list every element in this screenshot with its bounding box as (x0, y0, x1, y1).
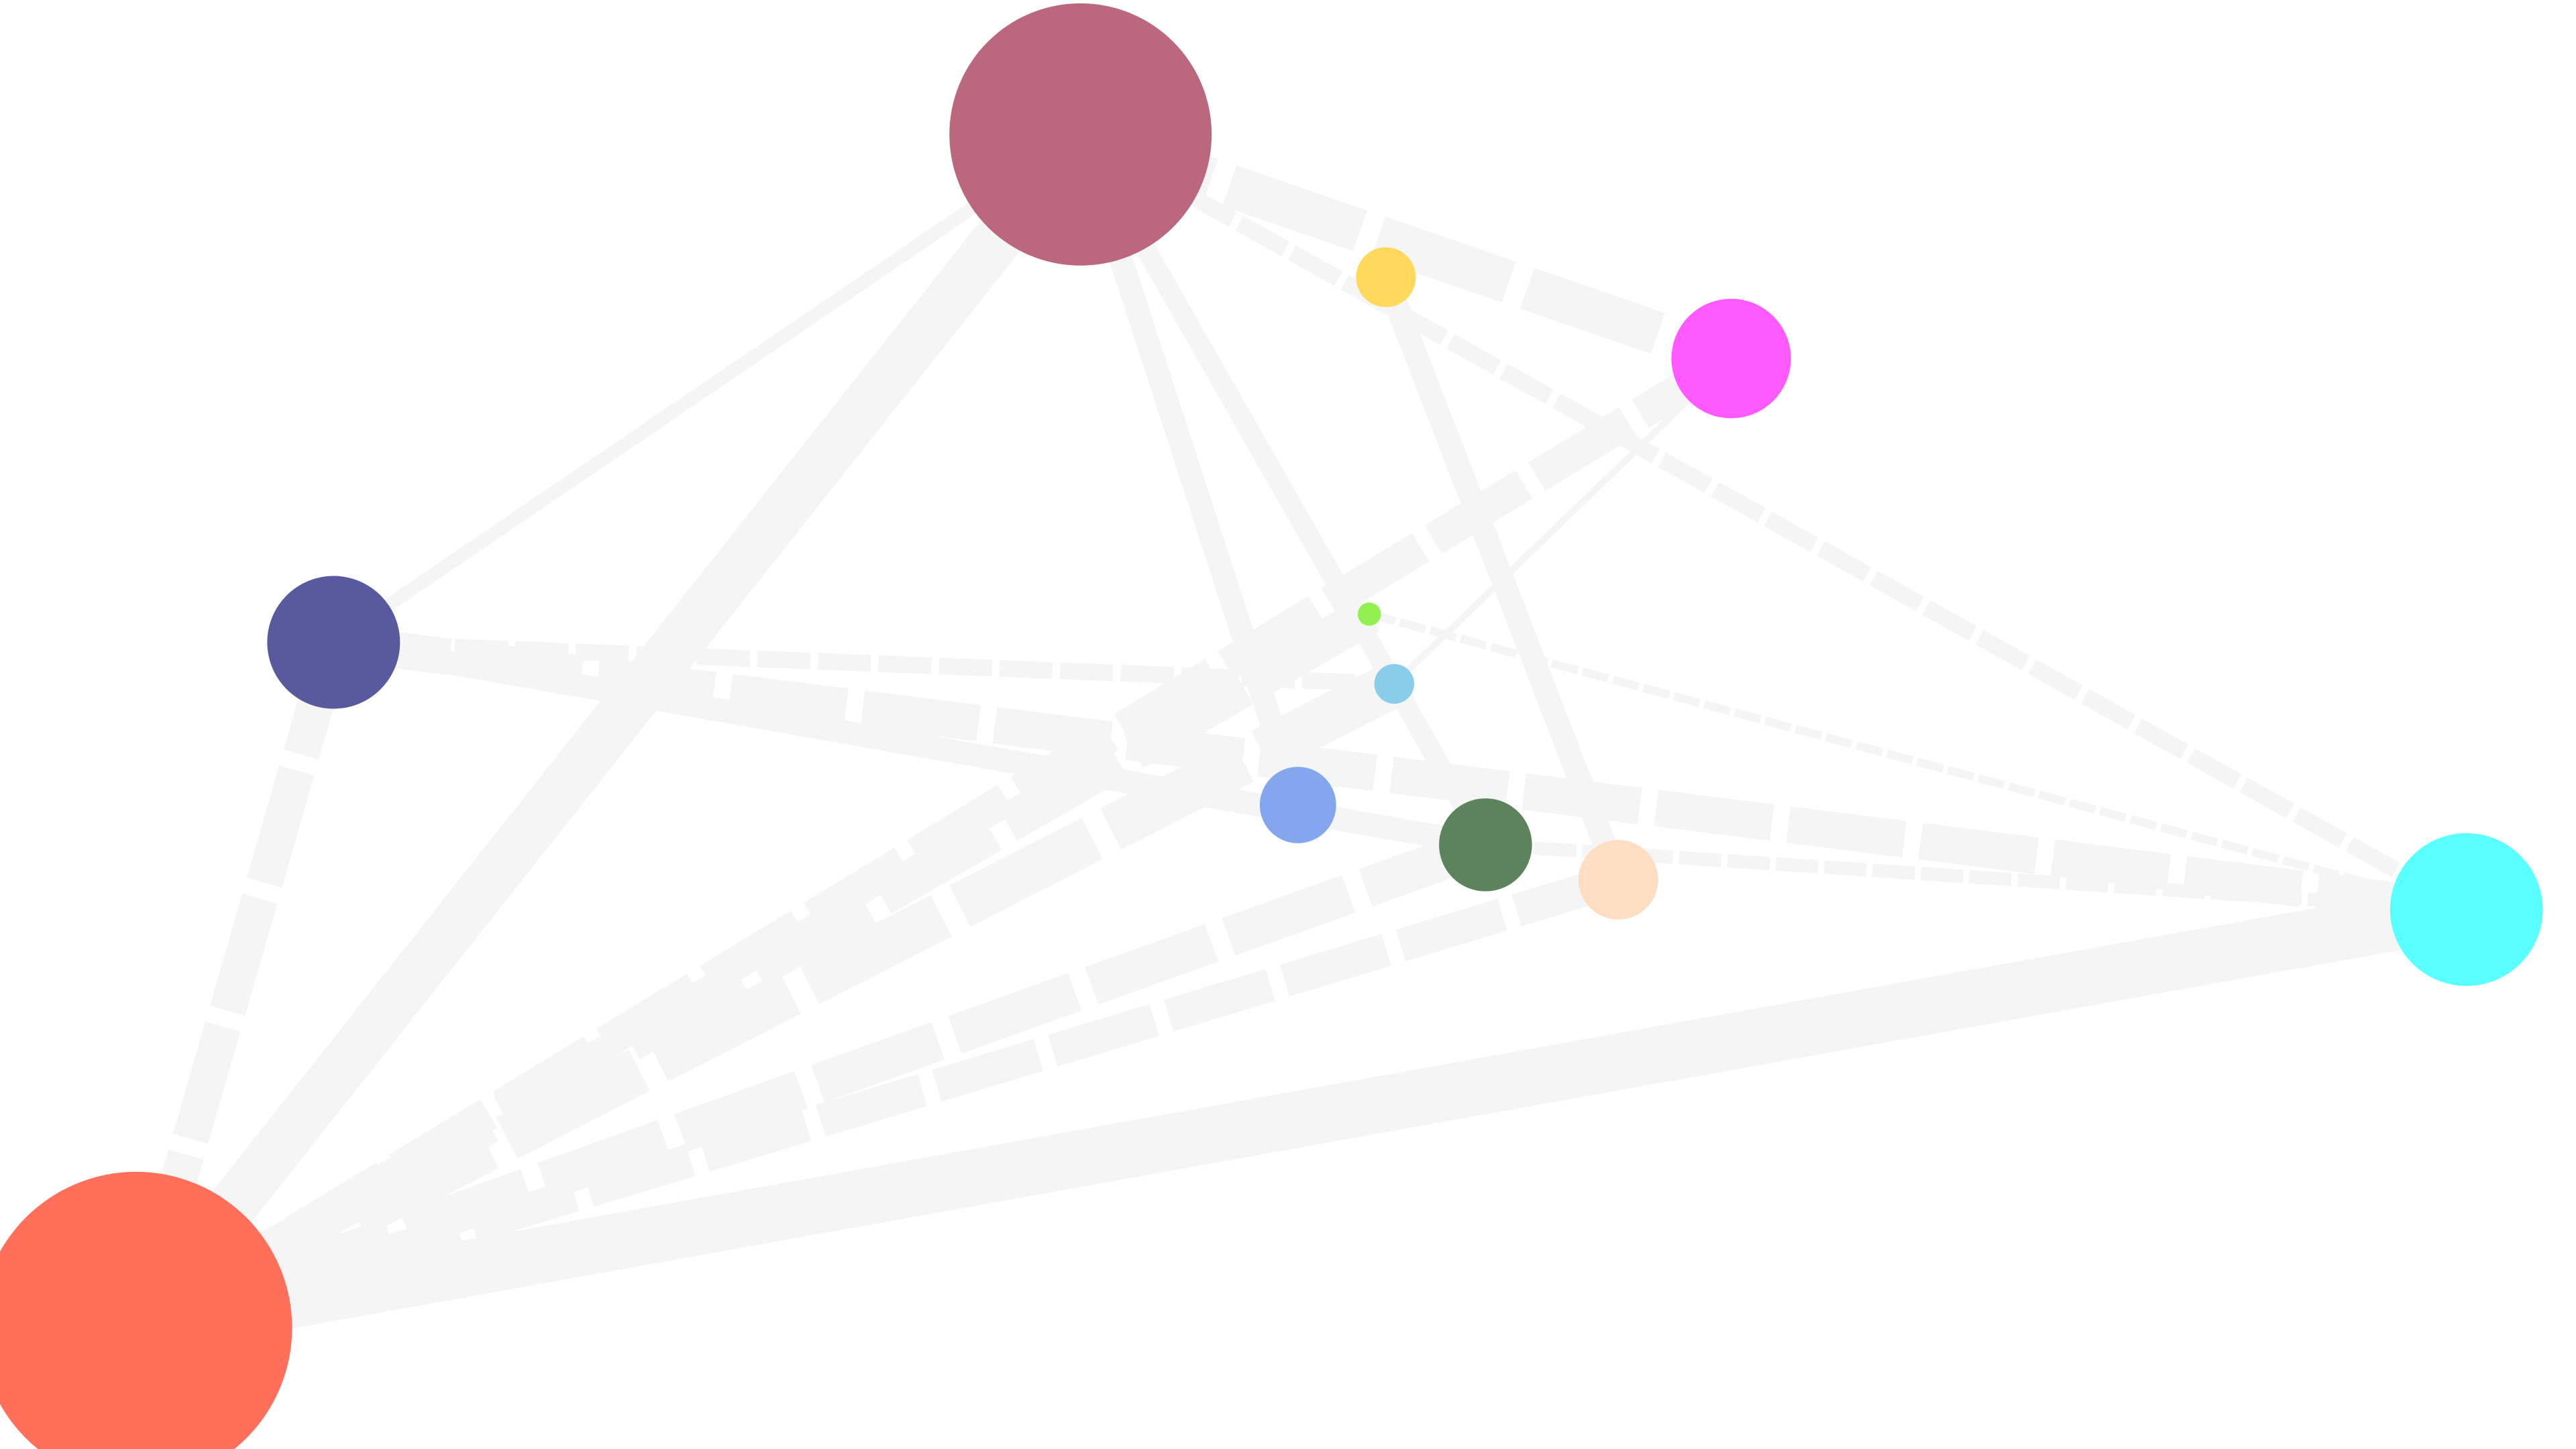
edge-crimson-navy (329, 129, 1085, 648)
edge-magenta-skyblue (1391, 356, 1734, 686)
edge-peach-tomato (131, 863, 1623, 1344)
edge-cyan-tomato (131, 881, 2472, 1356)
edge-crimson-tomato (116, 119, 1100, 1344)
node-forest (1439, 798, 1532, 892)
node-cyan (2390, 833, 2543, 986)
node-peach (1578, 839, 1658, 920)
graph-nodes (0, 3, 2543, 1449)
node-magenta (1671, 299, 1791, 419)
node-navy (267, 576, 400, 709)
node-tomato (0, 1171, 292, 1449)
edge-navy-cyan (331, 624, 2469, 928)
node-gold (1356, 247, 1416, 307)
node-lime (1357, 602, 1381, 626)
edge-skyblue-tomato (125, 663, 1405, 1349)
edge-crimson-cyan (1076, 127, 2471, 917)
node-crimson (949, 3, 1212, 266)
node-skyblue (1374, 663, 1415, 704)
graph-edges (116, 114, 2472, 1356)
edge-lime-tomato (126, 596, 1380, 1346)
node-cornflower (1259, 767, 1336, 843)
edge-crimson-forest (1071, 129, 1495, 850)
edge-navy-skyblue (333, 634, 1395, 692)
edge-lime-cyan (1368, 610, 2468, 914)
